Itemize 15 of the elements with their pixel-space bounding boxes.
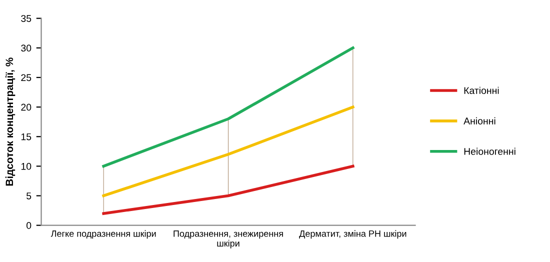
legend-label: Катіонні: [464, 86, 499, 94]
y-tick-label: 30: [21, 44, 32, 52]
y-tick-label: 5: [26, 192, 32, 200]
x-tick-label: Легке подразнення шкіри: [50, 230, 156, 239]
legend-label: Неіоногенні: [464, 148, 516, 155]
y-tick-label: 35: [21, 15, 32, 22]
x-tick-label: Подразнення, знежирення шкіри: [174, 230, 283, 248]
y-tick-label: 25: [21, 74, 32, 82]
y-tick-label: 0: [26, 222, 32, 229]
y-tick-label: 20: [21, 104, 32, 111]
y-axis-title: Відсоток концентрації, %: [5, 58, 16, 186]
y-tick-label: 15: [21, 133, 32, 140]
legend-label: Аніонні: [464, 117, 496, 124]
y-tick-label: 10: [21, 162, 32, 170]
x-tick-label: Дерматит, зміна PH шкіри: [299, 230, 406, 239]
